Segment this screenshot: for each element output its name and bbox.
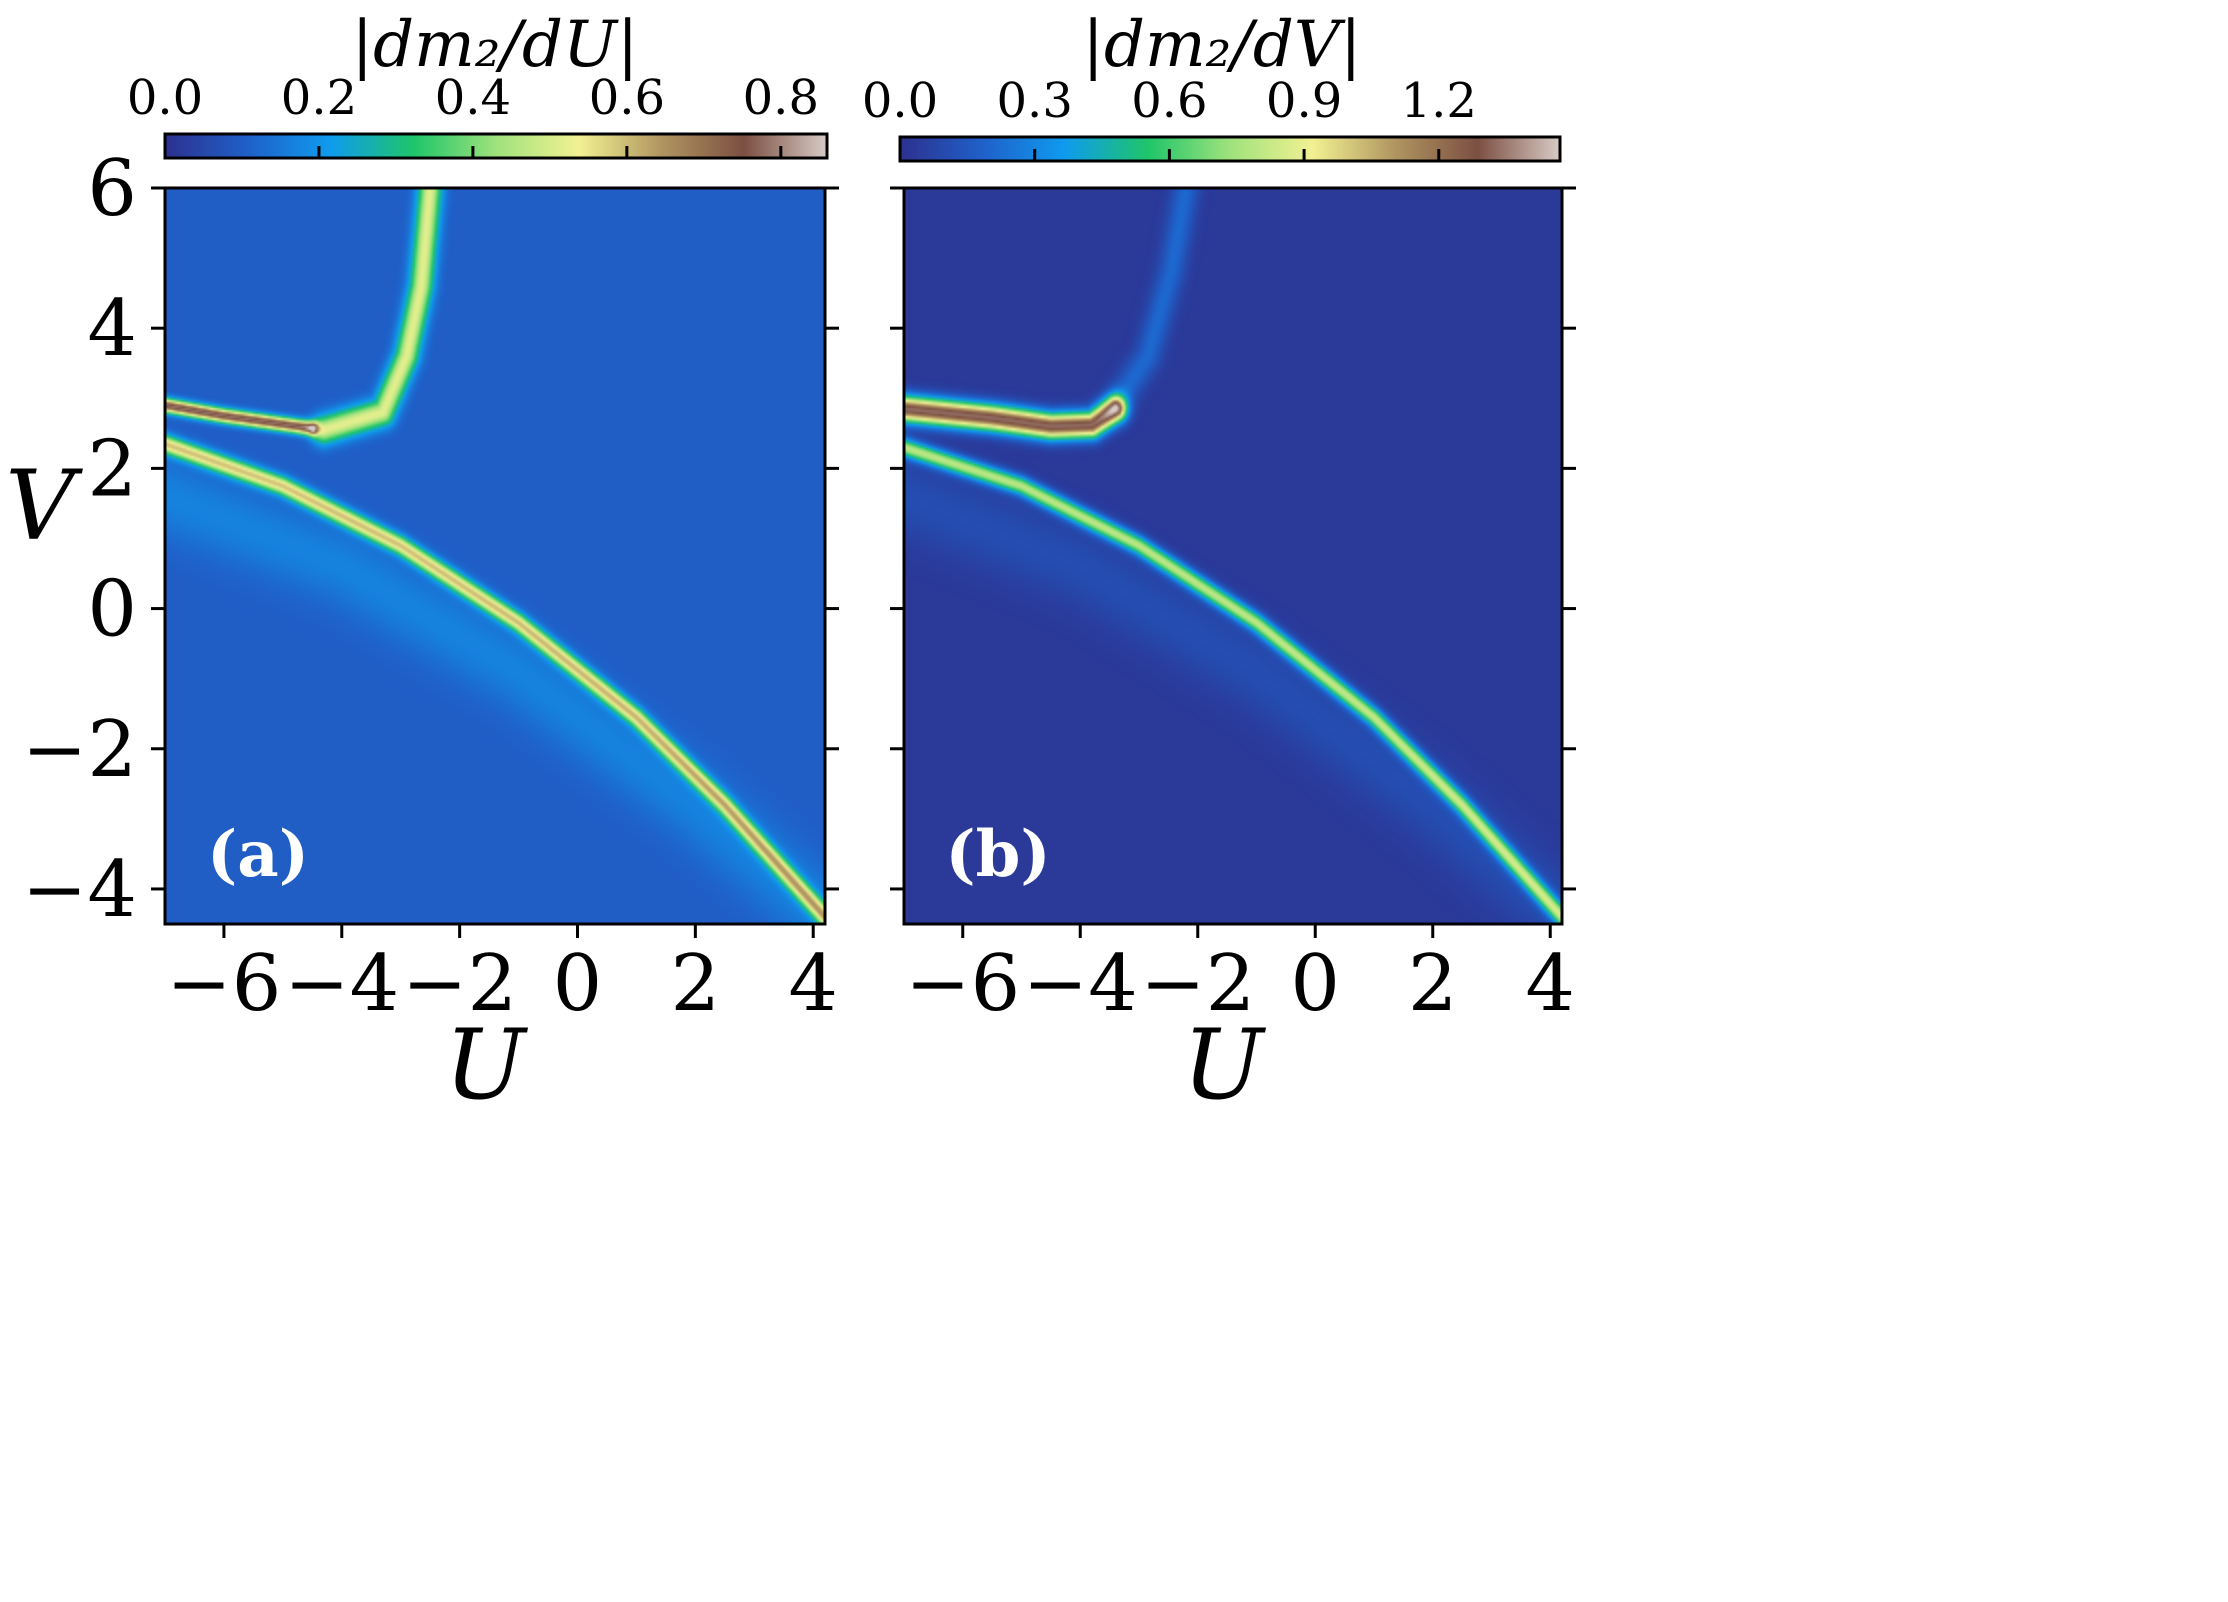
colorbar-tick-label: 0.6 [589,70,665,126]
x-tick-label: −2 [1140,939,1255,1029]
heatmap-image [165,188,825,924]
colorbar-tick-label: 0.6 [1131,73,1207,129]
x-tick-label: −4 [1023,939,1138,1029]
x-tick-label: 4 [1525,939,1575,1029]
x-tick-label: −2 [402,939,517,1029]
colorbar [898,135,1562,163]
colorbar-tick-label: 0.0 [127,70,203,126]
x-tick-label: 0 [1290,939,1340,1029]
y-tick-label: 6 [87,144,137,234]
heatmap-image [904,188,1562,924]
colorbar [163,132,829,160]
y-axis-label: V [5,450,83,562]
y-tick-label: −2 [22,705,137,795]
y-tick-label: 0 [87,565,137,655]
x-tick-label: 2 [1408,939,1458,1029]
y-tick-label: 4 [87,284,137,374]
x-axis-label: U [445,1009,529,1121]
panel-label: (a) [207,817,309,892]
x-tick-label: 2 [671,939,721,1029]
colorbar-tick-label: 0.0 [862,73,938,129]
y-tick-label: −4 [22,845,137,935]
colorbar-tick-label: 0.2 [281,70,357,126]
x-tick-label: 4 [788,939,838,1029]
colorbar-title: |dm₂/dV| [1082,8,1361,82]
x-tick-label: −6 [905,939,1020,1029]
y-tick-label: 2 [87,424,137,514]
x-tick-label: 0 [553,939,603,1029]
colorbar-tick-label: 0.8 [743,70,819,126]
x-tick-label: −4 [284,939,399,1029]
panel-b: −6 −4 −2 0 2 4 U (b) 0.0 0.3 0.6 0.9 1.2 |dm₂/dV| [862,8,1576,1121]
colorbar-tick-label: 0.4 [435,70,511,126]
x-tick-label: −6 [166,939,281,1029]
colorbar-tick-label: 0.3 [997,73,1073,129]
x-axis-label: U [1183,1009,1267,1121]
colorbar-tick-label: 0.9 [1266,73,1342,129]
panel-label: (b) [945,817,1050,892]
colorbar-title: |dm₂/dU| [352,8,639,82]
plot-frame [163,186,827,926]
plot-frame [902,186,1564,926]
colorbar-tick-label: 1.2 [1401,73,1477,129]
